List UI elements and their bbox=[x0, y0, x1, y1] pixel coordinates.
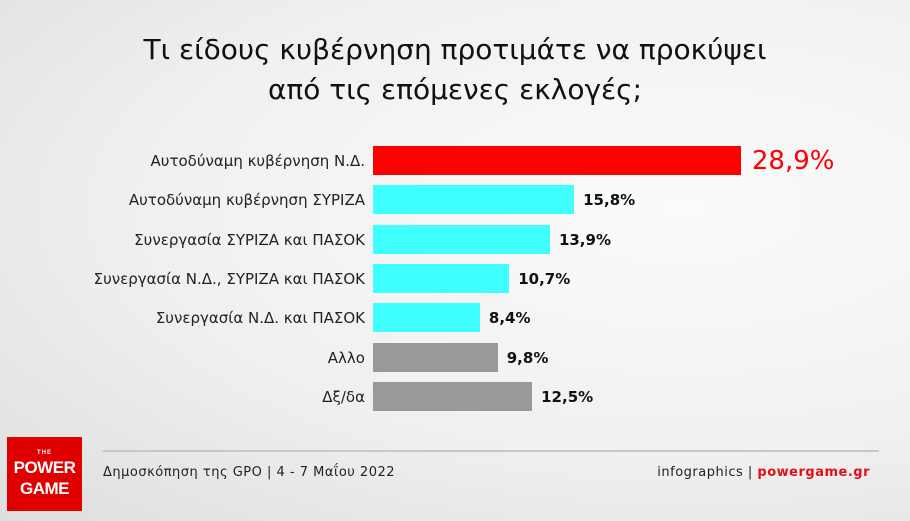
powergame-logo: THE POWER GAME bbox=[7, 437, 82, 511]
value-label: 15,8% bbox=[583, 191, 636, 210]
category-label: Συνεργασία Ν.Δ. και ΠΑΣΟΚ bbox=[155, 309, 365, 328]
chart-title: Τι είδους κυβέρνηση προτιμάτε να προκύψε… bbox=[0, 30, 910, 110]
footer-divider bbox=[103, 450, 879, 452]
category-label: Δξ/δα bbox=[322, 387, 365, 406]
logo-game: GAME bbox=[20, 479, 70, 498]
bar bbox=[373, 185, 575, 215]
category-label: Αυτοδύναμη κυβέρνηση ΣΥΡΙΖΑ bbox=[128, 191, 365, 210]
category-label: Συνεργασία Ν.Δ., ΣΥΡΙΖΑ και ΠΑΣΟΚ bbox=[93, 269, 365, 288]
credit: infographics | powergame.gr bbox=[657, 465, 870, 480]
title-line-1: Τι είδους κυβέρνηση προτιμάτε να προκύψε… bbox=[143, 33, 767, 66]
value-label: 13,9% bbox=[558, 230, 611, 249]
value-label: 12,5% bbox=[541, 387, 594, 406]
category-label: Αυτοδύναμη κυβέρνηση Ν.Δ. bbox=[150, 152, 366, 170]
logo-power: POWER bbox=[13, 458, 76, 477]
category-label: Συνεργασία ΣΥΡΙΖΑ και ΠΑΣΟΚ bbox=[134, 230, 365, 249]
title-line-2: από τις επόμενες εκλογές; bbox=[267, 73, 643, 106]
value-label: 28,9% bbox=[751, 146, 835, 176]
source-note: Δημοσκόπηση της GPO | 4 - 7 Μαΐου 2022 bbox=[103, 465, 396, 480]
bar bbox=[373, 303, 480, 333]
bar bbox=[373, 381, 533, 411]
value-label: 8,4% bbox=[488, 309, 531, 328]
value-label: 10,7% bbox=[518, 269, 571, 288]
logo-the: THE bbox=[37, 450, 52, 456]
bar bbox=[373, 146, 741, 175]
bar bbox=[373, 263, 510, 293]
value-label: 9,8% bbox=[506, 348, 549, 367]
bar bbox=[373, 224, 550, 254]
category-label: Αλλο bbox=[327, 348, 365, 367]
credit-prefix: infographics | bbox=[657, 465, 758, 480]
site-link[interactable]: powergame.gr bbox=[757, 465, 870, 480]
bar bbox=[373, 342, 498, 372]
